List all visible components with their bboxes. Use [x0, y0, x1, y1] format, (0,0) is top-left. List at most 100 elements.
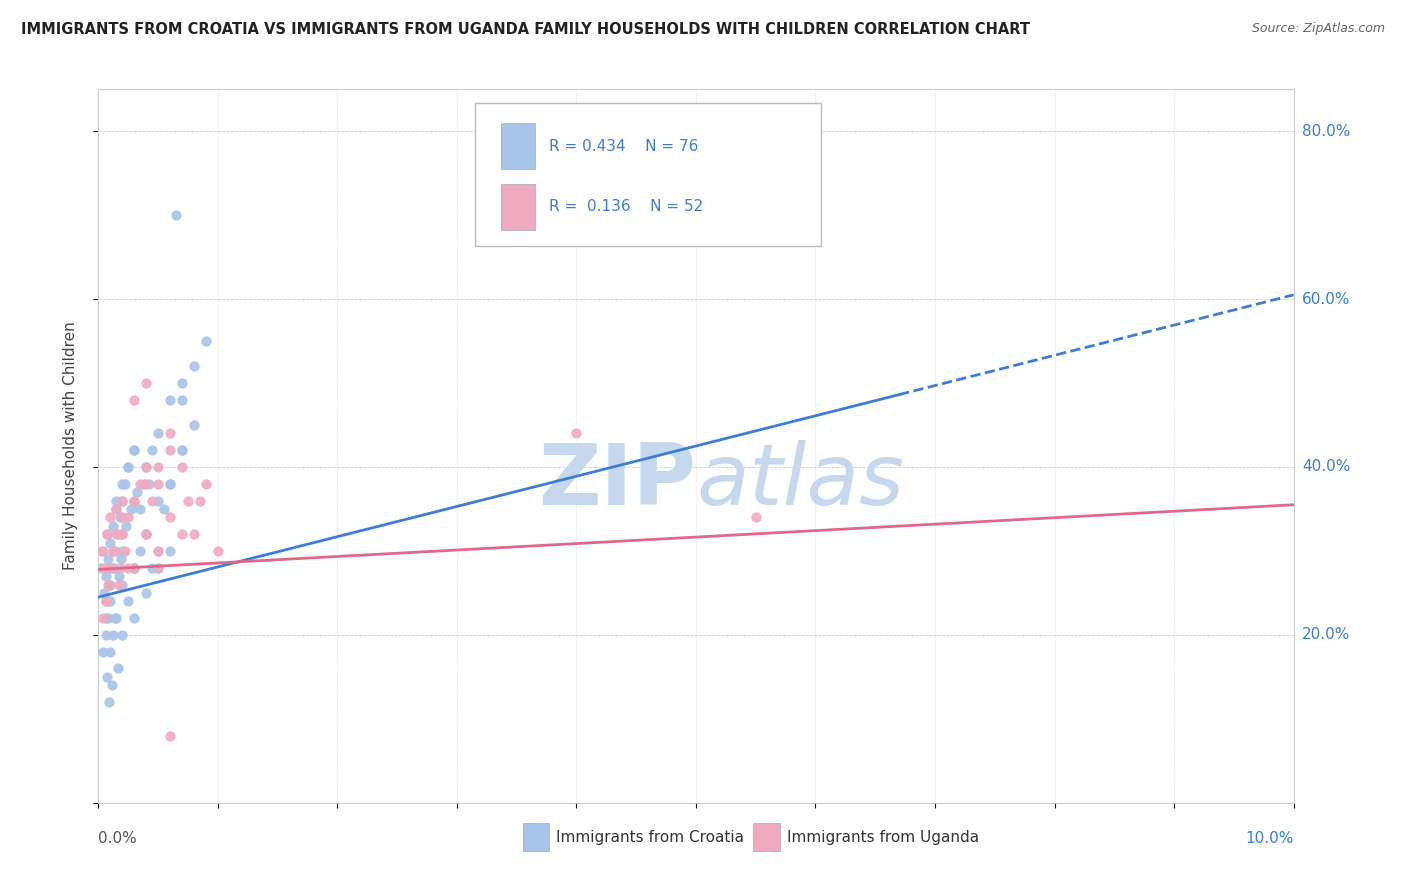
- Point: [124, 392, 146, 407]
- Point: [111, 493, 134, 508]
- Point: [745, 510, 768, 524]
- Point: [101, 560, 124, 574]
- Bar: [501, 123, 534, 169]
- Point: [129, 544, 152, 558]
- Point: [111, 544, 134, 558]
- Point: [120, 502, 142, 516]
- Point: [132, 476, 155, 491]
- Point: [124, 443, 146, 458]
- Point: [96, 527, 118, 541]
- Point: [159, 476, 181, 491]
- Point: [96, 670, 118, 684]
- Point: [111, 527, 134, 541]
- Point: [104, 611, 127, 625]
- Point: [107, 569, 129, 583]
- Point: [111, 476, 134, 491]
- Point: [98, 645, 122, 659]
- Point: [108, 560, 131, 574]
- Point: [97, 594, 120, 608]
- Text: R = 0.434    N = 76: R = 0.434 N = 76: [548, 139, 699, 153]
- Point: [195, 476, 218, 491]
- Text: atlas: atlas: [696, 440, 904, 524]
- Point: [105, 493, 128, 508]
- Point: [129, 476, 152, 491]
- Point: [90, 560, 112, 574]
- Point: [135, 460, 157, 475]
- Point: [111, 527, 134, 541]
- Point: [94, 611, 117, 625]
- Point: [135, 527, 157, 541]
- Point: [94, 594, 117, 608]
- Point: [148, 544, 170, 558]
- Point: [124, 443, 146, 458]
- Point: [135, 376, 157, 390]
- Point: [153, 502, 176, 516]
- Point: [96, 527, 118, 541]
- Point: [97, 577, 120, 591]
- Point: [97, 552, 120, 566]
- Point: [141, 560, 163, 574]
- Point: [107, 527, 129, 541]
- Point: [91, 645, 114, 659]
- Point: [101, 544, 124, 558]
- FancyBboxPatch shape: [475, 103, 821, 246]
- Point: [105, 502, 128, 516]
- Text: 10.0%: 10.0%: [1246, 831, 1294, 847]
- Bar: [501, 184, 534, 230]
- Y-axis label: Family Households with Children: Family Households with Children: [63, 322, 77, 570]
- Point: [105, 502, 128, 516]
- Point: [111, 510, 134, 524]
- Point: [108, 510, 131, 524]
- Point: [98, 535, 122, 549]
- Point: [124, 560, 146, 574]
- Point: [148, 426, 170, 441]
- Point: [103, 544, 125, 558]
- Point: [117, 560, 139, 574]
- Point: [159, 392, 181, 407]
- Text: IMMIGRANTS FROM CROATIA VS IMMIGRANTS FROM UGANDA FAMILY HOUSEHOLDS WITH CHILDRE: IMMIGRANTS FROM CROATIA VS IMMIGRANTS FR…: [21, 22, 1031, 37]
- Text: Immigrants from Croatia: Immigrants from Croatia: [557, 830, 744, 845]
- Point: [107, 577, 129, 591]
- Text: 60.0%: 60.0%: [1302, 292, 1350, 307]
- Point: [91, 544, 114, 558]
- Point: [91, 611, 114, 625]
- Point: [195, 334, 218, 348]
- Point: [159, 544, 181, 558]
- Text: 20.0%: 20.0%: [1302, 627, 1350, 642]
- Point: [159, 476, 181, 491]
- Point: [183, 417, 205, 432]
- Point: [159, 510, 181, 524]
- Point: [110, 552, 132, 566]
- Point: [91, 544, 114, 558]
- Point: [148, 560, 170, 574]
- Point: [117, 594, 139, 608]
- Point: [94, 628, 117, 642]
- Point: [148, 493, 170, 508]
- Point: [148, 560, 170, 574]
- Point: [565, 426, 588, 441]
- Point: [97, 611, 120, 625]
- Point: [101, 518, 124, 533]
- Point: [105, 527, 128, 541]
- Point: [124, 560, 146, 574]
- Point: [159, 729, 181, 743]
- Point: [135, 527, 157, 541]
- Point: [124, 493, 146, 508]
- Point: [165, 208, 187, 222]
- Point: [148, 476, 170, 491]
- Point: [159, 443, 181, 458]
- Point: [207, 544, 229, 558]
- Point: [135, 527, 157, 541]
- Point: [98, 577, 122, 591]
- Point: [114, 476, 136, 491]
- Bar: [523, 822, 548, 851]
- Point: [183, 359, 205, 374]
- Point: [101, 628, 124, 642]
- Text: 40.0%: 40.0%: [1302, 459, 1350, 475]
- Point: [98, 695, 121, 709]
- Bar: [754, 822, 780, 851]
- Point: [98, 560, 121, 574]
- Point: [107, 661, 129, 675]
- Point: [172, 376, 194, 390]
- Point: [117, 460, 139, 475]
